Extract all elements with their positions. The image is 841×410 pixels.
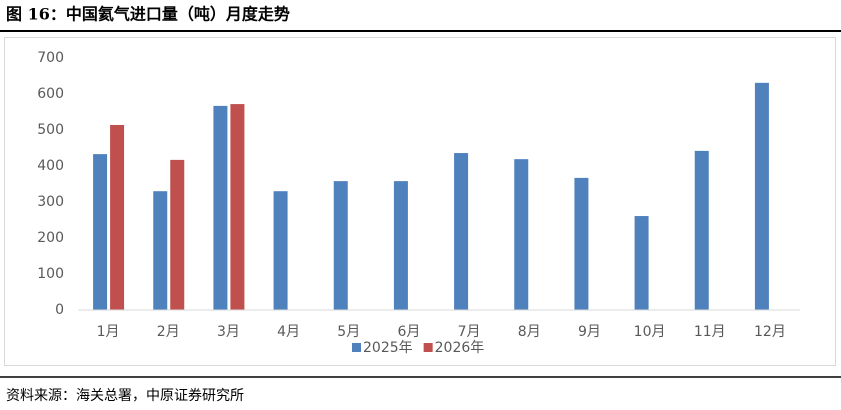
bar xyxy=(514,159,529,310)
bar xyxy=(393,181,408,310)
bar xyxy=(754,82,769,310)
bar xyxy=(634,216,649,310)
source: 资料来源：海关总署，中原证券研究所 xyxy=(6,388,244,404)
bar xyxy=(170,159,185,310)
legend-label: 2026年 xyxy=(435,340,485,356)
x-tick-label: 11月 xyxy=(694,324,726,340)
x-tick-label: 9月 xyxy=(578,324,601,340)
x-tick-label: 4月 xyxy=(277,324,300,340)
legend-label: 2025年 xyxy=(363,340,413,356)
bar xyxy=(333,181,348,310)
bar xyxy=(110,124,125,311)
bar xyxy=(694,150,709,310)
x-tick-label: 8月 xyxy=(518,324,541,340)
x-tick-label: 7月 xyxy=(458,324,481,340)
bar xyxy=(153,191,168,310)
legend-swatch xyxy=(352,343,361,352)
y-tick-label: 700 xyxy=(37,50,64,66)
chart-title: 图 16：中国氦气进口量（吨）月度走势 xyxy=(6,5,290,24)
y-tick-label: 0 xyxy=(55,302,64,318)
x-tick-label: 2月 xyxy=(157,324,180,340)
y-tick-label: 200 xyxy=(37,230,64,246)
x-tick-label: 1月 xyxy=(97,324,120,340)
bar xyxy=(454,153,469,310)
x-tick-label: 3月 xyxy=(217,324,240,340)
y-tick-label: 600 xyxy=(37,86,64,102)
y-tick-label: 300 xyxy=(37,194,64,210)
bar xyxy=(273,191,288,310)
y-tick-label: 500 xyxy=(37,122,64,138)
x-tick-label: 10月 xyxy=(634,324,666,340)
chart-frame xyxy=(4,37,836,366)
x-tick-label: 5月 xyxy=(337,324,360,340)
y-tick-label: 100 xyxy=(37,266,64,282)
bar xyxy=(230,104,245,310)
bar xyxy=(213,105,228,310)
x-tick-label: 12月 xyxy=(754,324,786,340)
bar xyxy=(574,177,589,310)
x-tick-label: 6月 xyxy=(397,324,420,340)
bar xyxy=(93,154,108,310)
legend-swatch xyxy=(423,343,433,352)
y-tick-label: 400 xyxy=(37,158,64,174)
